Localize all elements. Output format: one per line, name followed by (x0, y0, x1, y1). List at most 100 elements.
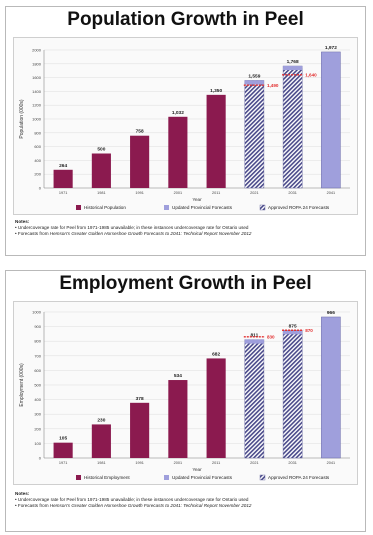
bar-provincial-cap (283, 66, 303, 71)
notes-line-1: • Undercoverage rate for Peel from 1971-… (15, 225, 249, 230)
approved-forecast-label: 870 (305, 328, 313, 333)
legend-swatch (259, 474, 266, 481)
legend-label: Approved ROPA 24 Forecasts (268, 205, 330, 210)
bar (282, 330, 303, 459)
bar (130, 135, 150, 188)
bar-value-label: 1,559 (248, 73, 260, 79)
approved-forecast-label: 1,640 (305, 72, 317, 77)
bar-value-label: 264 (59, 163, 67, 169)
notes-line-2-prefix: • Forecasts from (15, 503, 50, 508)
legend-swatch (76, 205, 81, 210)
legend-label: Historical Employment (84, 475, 130, 480)
x-tick-label: 2021 (250, 461, 258, 465)
y-tick-label: 2000 (32, 48, 42, 53)
x-tick-label: 2031 (288, 191, 296, 195)
employment-chart-panel: Employment Growth in Peel 0 100 200 300 400 5… (5, 270, 366, 532)
legend-swatch (164, 205, 169, 210)
population-chart-svg: 0 200 400 600 800 1000 1200 1400 1600 1800 2000 Pop… (19, 45, 350, 211)
bar (168, 116, 188, 188)
bar (168, 380, 188, 458)
bar (282, 65, 303, 189)
notes-line-1: • Undercoverage rate for Peel from 1971-… (15, 497, 249, 502)
bar-value-label: 1,768 (287, 59, 299, 65)
bar-provincial-cap (244, 339, 264, 344)
bar-provincial-cap (283, 330, 303, 335)
y-tick-label: 1600 (32, 75, 42, 80)
notes-line-2: • Forecasts from Hemson's Greater Golden… (15, 503, 359, 509)
bar (130, 402, 150, 458)
bar (206, 94, 226, 188)
y-tick-label: 100 (34, 441, 41, 446)
x-tick-label: 1981 (97, 191, 105, 195)
legend-label: Approved ROPA 24 Forecasts (268, 475, 330, 480)
plot-frame: 0 200 400 600 800 1000 1200 1400 1600 1800 2000 Pop… (13, 37, 358, 215)
bar-value-label: 534 (174, 373, 182, 379)
x-tick-label: 1971 (59, 191, 67, 195)
approved-forecast-label: 1,490 (267, 83, 279, 88)
legend-label: Updated Provincial Forecasts (172, 475, 233, 480)
bar-value-label: 966 (327, 310, 335, 316)
y-tick-label: 400 (34, 397, 41, 402)
legend-swatch (164, 475, 169, 480)
chart-title: Employment Growth in Peel (59, 273, 312, 294)
bar (91, 424, 111, 458)
notes-line-2: • Forecasts from Hemson's Greater Golden… (15, 231, 359, 237)
bar-value-label: 811 (251, 333, 259, 339)
y-tick-label: 500 (34, 383, 41, 388)
y-tick-label: 1000 (32, 310, 42, 315)
y-tick-label: 400 (34, 158, 41, 163)
x-tick-label: 1991 (135, 191, 143, 195)
population-chart-panel: Population Growth in Peel 0 200 400 600 800 1… (5, 6, 366, 256)
y-axis-label: Employment (000s) (19, 363, 25, 407)
legend-label: Updated Provincial Forecasts (172, 205, 233, 210)
y-axis-label: Population (000s) (19, 99, 25, 139)
x-axis-label: Year (192, 467, 202, 472)
bar-value-label: 758 (136, 129, 144, 135)
notes-heading: Notes: (15, 491, 30, 496)
y-tick-label: 900 (34, 324, 41, 329)
y-tick-label: 800 (34, 339, 41, 344)
employment-chart-svg: 0 100 200 300 400 500 600 700 800 900 1000 Employme… (19, 310, 350, 481)
y-tick-label: 600 (34, 368, 41, 373)
bar (53, 169, 73, 188)
x-tick-label: 2031 (288, 461, 296, 465)
bar-value-label: 875 (289, 323, 297, 329)
bar-provincial-cap (244, 80, 264, 85)
y-tick-label: 0 (39, 456, 42, 461)
x-tick-label: 1991 (135, 461, 143, 465)
bar-value-label: 500 (97, 147, 105, 153)
x-tick-label: 2041 (327, 461, 335, 465)
legend-swatch (259, 204, 266, 211)
bar-value-label: 378 (136, 396, 144, 402)
x-tick-label: 1981 (97, 461, 105, 465)
x-tick-label: 2001 (174, 191, 182, 195)
bar (244, 80, 265, 189)
legend-label: Historical Population (84, 205, 126, 210)
y-tick-label: 0 (39, 186, 42, 191)
bar-value-label: 105 (59, 436, 67, 442)
y-tick-label: 800 (34, 130, 41, 135)
bar (53, 442, 73, 458)
x-tick-label: 2001 (174, 461, 182, 465)
bar (321, 316, 341, 459)
bar (321, 51, 341, 189)
bar-value-label: 1,350 (210, 88, 222, 94)
y-tick-label: 700 (34, 353, 41, 358)
approved-forecast-label: 830 (267, 334, 275, 339)
x-tick-label: 2011 (212, 461, 220, 465)
plot-frame: 0 100 200 300 400 500 600 700 800 900 1000 Employme… (13, 301, 358, 485)
y-tick-label: 200 (34, 426, 41, 431)
notes-line-2-prefix: • Forecasts from (15, 231, 50, 236)
y-tick-label: 300 (34, 412, 41, 417)
bar (91, 153, 111, 188)
notes-line-2-source: Hemson's Greater Golden Horseshoe Growth… (49, 503, 252, 508)
chart-notes: Notes: • Undercoverage rate for Peel fro… (15, 491, 359, 509)
bar-value-label: 1,032 (172, 110, 184, 116)
y-tick-label: 1400 (32, 89, 42, 94)
bar-value-label: 1,972 (325, 45, 337, 51)
bar (244, 339, 265, 459)
bar-value-label: 682 (212, 351, 220, 357)
legend-swatch (76, 475, 81, 480)
x-tick-label: 2021 (250, 191, 258, 195)
y-tick-label: 1200 (32, 103, 42, 108)
